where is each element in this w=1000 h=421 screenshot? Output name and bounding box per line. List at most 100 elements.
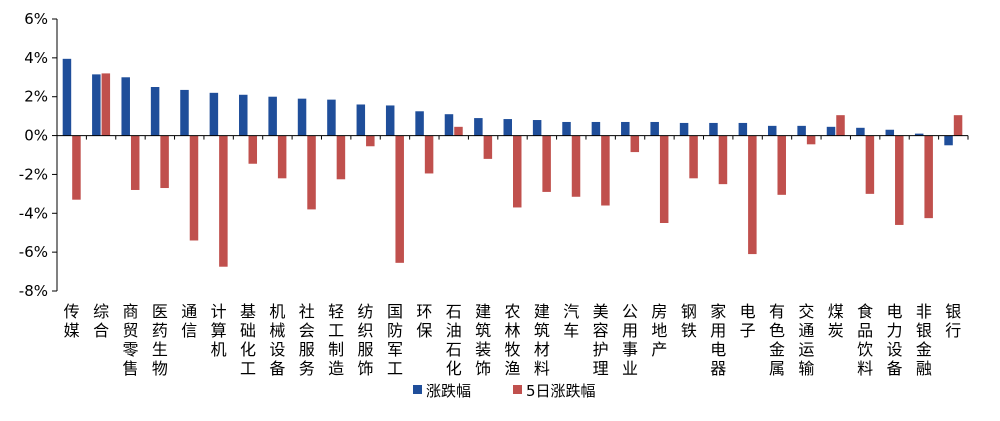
y-tick-label: 4% xyxy=(24,49,48,67)
bar-five-day xyxy=(277,135,287,179)
bar-five-day xyxy=(72,135,81,200)
x-category-label: 国防军工 xyxy=(387,302,403,378)
bar-five-day xyxy=(659,135,669,223)
bar-daily xyxy=(150,87,160,136)
bar-daily xyxy=(474,118,483,136)
bar-five-day xyxy=(454,126,463,136)
x-category-label: 纺织服饰 xyxy=(358,302,374,378)
bar-daily xyxy=(767,125,777,136)
y-tick-label: 2% xyxy=(24,88,48,106)
bar-daily xyxy=(121,77,130,136)
bar-daily xyxy=(327,99,336,136)
x-category-label: 建筑装饰 xyxy=(475,302,491,378)
bar-daily xyxy=(503,119,512,136)
bar-daily xyxy=(92,74,101,136)
bar-five-day xyxy=(248,135,258,164)
x-category-label: 家用电器 xyxy=(710,302,726,378)
bar-five-day xyxy=(689,135,698,179)
bar-daily xyxy=(856,127,865,136)
bar-daily xyxy=(797,125,806,136)
bar-five-day xyxy=(130,135,140,190)
x-category-label: 非银金融 xyxy=(916,302,932,378)
x-category-label: 环保 xyxy=(416,302,432,340)
bar-daily xyxy=(914,133,924,136)
x-category-label: 通信 xyxy=(181,302,197,340)
x-category-label: 电力设备 xyxy=(887,302,903,378)
x-category-label: 有色金属 xyxy=(769,302,785,378)
bar-five-day xyxy=(865,135,875,194)
bar-daily xyxy=(209,92,219,136)
x-category-label: 煤炭 xyxy=(828,302,844,340)
bar-five-day xyxy=(718,135,728,185)
y-tick-label: 0% xyxy=(24,127,48,145)
legend: 涨跌幅 5日涨跌幅 xyxy=(413,382,596,400)
bar-five-day xyxy=(601,135,610,206)
legend-label: 涨跌幅 xyxy=(426,382,471,400)
bar-daily xyxy=(356,104,366,136)
y-tick-label: -4% xyxy=(19,204,48,222)
bar-five-day xyxy=(748,135,757,255)
bar-five-day xyxy=(571,135,581,197)
bar-five-day xyxy=(219,135,228,267)
x-category-label: 农林牧渔 xyxy=(504,302,520,378)
bar-five-day xyxy=(953,115,963,136)
bar-daily xyxy=(591,121,601,136)
bar-five-day xyxy=(336,135,346,180)
bar-five-day xyxy=(395,135,404,263)
bar-daily xyxy=(62,58,72,136)
bar-five-day xyxy=(806,135,816,145)
y-tick-label: 6% xyxy=(24,10,48,28)
bar-five-day xyxy=(483,135,493,159)
bar-five-day xyxy=(366,135,375,147)
bar-daily xyxy=(709,122,718,136)
bar-five-day xyxy=(777,135,786,195)
bar-daily xyxy=(826,126,836,136)
bars-group xyxy=(62,58,963,267)
x-axis xyxy=(56,135,969,140)
bar-five-day xyxy=(836,115,845,136)
legend-swatch xyxy=(413,385,422,394)
bar-five-day xyxy=(895,135,904,225)
bar-daily xyxy=(650,121,659,136)
bar-daily xyxy=(738,122,748,136)
x-category-label: 交通运输 xyxy=(798,302,814,378)
category-labels: 传媒综合商贸零售医药生物通信计算机基础化工机械设备社会服务轻工制造纺织服饰国防军… xyxy=(64,302,962,378)
y-axis: -8% -6% -4% -2% 0% 2% 4% 6% xyxy=(19,10,58,300)
legend-label: 5日涨跌幅 xyxy=(526,382,596,400)
y-tick-label: -2% xyxy=(19,165,48,183)
bar-five-day xyxy=(924,135,933,219)
x-category-label: 银行 xyxy=(945,302,961,340)
bar-daily xyxy=(562,121,571,136)
bar-five-day xyxy=(630,135,640,153)
bar-five-day xyxy=(542,135,551,192)
bar-five-day xyxy=(424,135,434,174)
bar-five-day xyxy=(307,135,316,210)
x-category-label: 食品饮料 xyxy=(857,302,873,378)
bar-daily xyxy=(444,114,454,136)
x-category-label: 机械设备 xyxy=(269,302,285,378)
bar-daily xyxy=(180,89,189,136)
x-category-label: 电子 xyxy=(740,302,756,340)
bar-daily xyxy=(385,105,395,136)
bar-daily xyxy=(239,94,248,136)
bar-five-day xyxy=(101,73,111,136)
x-category-label: 轻工制造 xyxy=(328,302,344,378)
x-category-label: 汽车 xyxy=(563,302,579,340)
x-category-label: 美容护理 xyxy=(593,302,609,378)
x-category-label: 建筑材料 xyxy=(534,302,550,378)
bar-five-day xyxy=(513,135,522,208)
x-category-label: 商贸零售 xyxy=(122,302,138,378)
y-tick-label: -6% xyxy=(19,243,48,261)
x-category-label: 计算机 xyxy=(211,302,227,359)
bar-five-day xyxy=(189,135,199,241)
y-tick-label: -8% xyxy=(19,282,48,300)
bar-daily xyxy=(415,111,424,136)
bar-daily xyxy=(297,98,307,136)
bar-five-day xyxy=(160,135,169,189)
x-category-label: 医药生物 xyxy=(152,302,168,378)
x-category-label: 钢铁 xyxy=(681,302,697,340)
x-category-label: 传媒 xyxy=(64,302,80,340)
x-category-label: 基础化工 xyxy=(240,302,256,378)
